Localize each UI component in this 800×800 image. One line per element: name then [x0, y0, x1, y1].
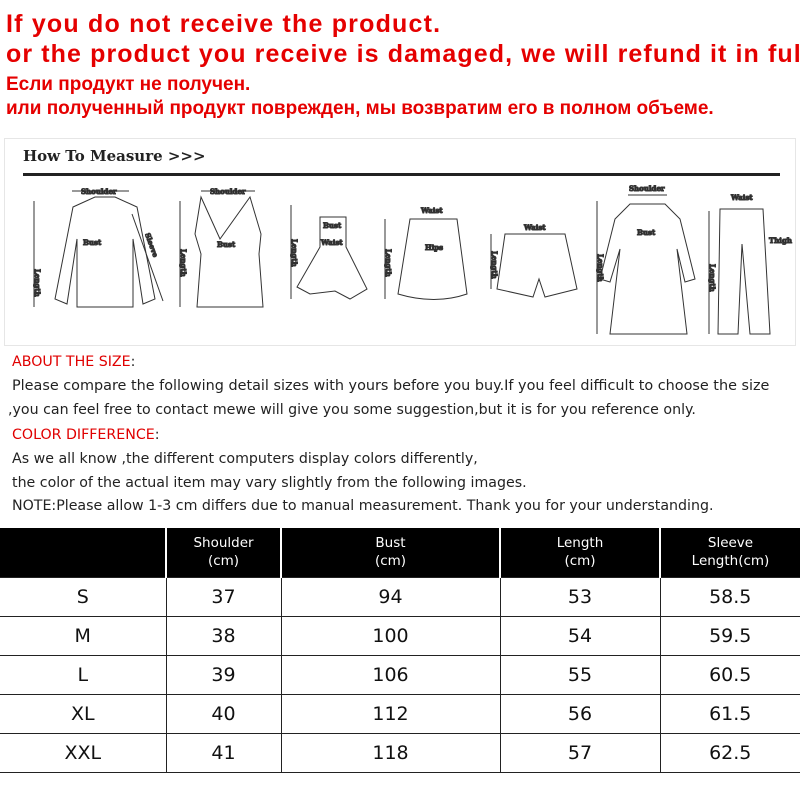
header-text: Sleeve	[707, 535, 754, 552]
table-cell: 94	[280, 576, 501, 617]
label-waist: Waist	[523, 223, 546, 232]
label-hips: Hips	[425, 243, 443, 252]
label-bust: Bust	[323, 221, 342, 230]
table-cell: 118	[280, 732, 501, 773]
label-length: Length	[384, 249, 393, 277]
column-header: Shoulder (cm)	[166, 528, 282, 577]
table-cell: 112	[280, 693, 501, 734]
table-row: L 39 106 55 60.5	[0, 654, 800, 695]
color-difference-line-2: the color of the actual item may vary sl…	[12, 475, 527, 491]
size-label: XXL	[0, 732, 167, 773]
notice-line-2: or the product you receive is damaged, w…	[6, 40, 800, 68]
table-cell: 58.5	[659, 576, 800, 617]
title-divider	[23, 173, 780, 176]
notice-line-3: Если продукт не получен.	[6, 74, 251, 95]
label-waist: Waist	[420, 206, 443, 215]
label-length: Length	[490, 251, 499, 279]
label-length: Length	[33, 269, 42, 297]
label-waist: Waist	[320, 238, 343, 247]
table-cell: 61.5	[659, 693, 800, 734]
table-row: XXL 41 118 57 62.5	[0, 732, 800, 773]
label-sleeve: Sleeve	[143, 232, 160, 259]
header-text: Shoulder	[193, 535, 254, 552]
diagram-stroke	[496, 233, 578, 298]
table-cell: 41	[165, 732, 282, 773]
size-label: S	[0, 576, 167, 617]
diagram-stroke	[599, 203, 696, 335]
label-length: Length	[179, 249, 188, 277]
skirt-diagram: Waist Hips Length	[384, 206, 468, 300]
label-length: Length	[596, 254, 605, 282]
diagram-stroke	[131, 213, 164, 302]
label-length: Length	[708, 264, 717, 292]
size-label: XL	[0, 693, 167, 734]
diagram-stroke	[397, 218, 468, 300]
color-difference-line-1: As we all know ,the different computers …	[12, 451, 478, 467]
size-label: M	[0, 615, 167, 656]
how-to-measure-title: How To Measure >>>	[23, 147, 206, 165]
coat-diagram: Shoulder Bust Length	[596, 184, 696, 335]
table-cell: 56	[499, 693, 661, 734]
table-cell: 106	[280, 654, 501, 695]
header-text: (cm)	[374, 553, 407, 570]
diagram-stroke	[717, 208, 771, 335]
table-header: Shoulder (cm) Bust (cm) Length (cm) Sleeve Leng…	[0, 528, 800, 577]
header-text: Length(cm)	[691, 553, 770, 570]
table-cell: 62.5	[659, 732, 800, 773]
table-cell: 39	[165, 654, 282, 695]
garment-diagrams: Shoulder Bust Length Sleeve Shoulder Bus…	[33, 184, 792, 335]
blouse-diagram: Shoulder Bust Length Sleeve	[33, 187, 164, 308]
table-cell: 59.5	[659, 615, 800, 656]
size-table: Shoulder (cm) Bust (cm) Length (cm) Sleeve Leng…	[0, 528, 800, 773]
column-header: Bust (cm)	[281, 528, 501, 577]
label-waist: Waist	[730, 193, 753, 202]
header-text: (cm)	[564, 553, 596, 570]
notice-line-1: If you do not receive the product.	[6, 10, 442, 38]
dress-diagram: Bust Waist Length	[290, 205, 368, 300]
label-shoulder: Shoulder	[81, 187, 117, 196]
color-difference-heading: COLOR DIFFERENCE:	[12, 427, 160, 443]
label-bust: Bust	[217, 240, 236, 249]
tank-top-diagram: Shoulder Bust Length	[179, 187, 264, 308]
pants-diagram: Waist Thigh Length	[708, 193, 792, 335]
about-size-line-2: ,you can feel free to contact mewe will …	[8, 402, 696, 418]
label-shoulder: Shoulder	[210, 187, 246, 196]
diagram-stroke	[54, 196, 156, 308]
table-cell: 54	[499, 615, 661, 656]
diagram-stroke	[194, 195, 264, 308]
diagram-stroke	[296, 216, 368, 300]
how-to-measure-panel: How To Measure >>> Shoulder Bust Length …	[4, 138, 796, 346]
table-row: M 38 100 54 59.5	[0, 615, 800, 656]
table-row: XL 40 112 56 61.5	[0, 693, 800, 734]
column-header: Length (cm)	[500, 528, 661, 577]
table-row: S 37 94 53 58.5	[0, 576, 800, 617]
notice-line-4: или полученный продукт поврежден, мы воз…	[6, 98, 714, 119]
table-cell: 55	[499, 654, 661, 695]
table-cell: 37	[165, 576, 282, 617]
table-cell: 53	[499, 576, 661, 617]
table-cell: 40	[165, 693, 282, 734]
about-size-heading: ABOUT THE SIZE:	[12, 354, 136, 370]
table-cell: 57	[499, 732, 661, 773]
header-text: Length	[556, 535, 604, 552]
column-header: Sleeve Length(cm)	[660, 528, 800, 577]
column-header	[0, 528, 167, 577]
label-length: Length	[290, 239, 299, 267]
header-text: (cm)	[207, 553, 240, 570]
size-label: L	[0, 654, 167, 695]
label-bust: Bust	[637, 228, 656, 237]
label-bust: Bust	[83, 238, 102, 247]
header-text: Bust	[375, 535, 406, 552]
shorts-diagram: Waist Length	[490, 223, 578, 298]
table-cell: 60.5	[659, 654, 800, 695]
table-cell: 100	[280, 615, 501, 656]
table-cell: 38	[165, 615, 282, 656]
note-text: NOTE:Please allow 1-3 cm differs due to …	[12, 498, 714, 514]
label-shoulder: Shoulder	[629, 184, 665, 193]
label-thigh: Thigh	[769, 236, 792, 245]
about-size-line-1: Please compare the following detail size…	[12, 378, 770, 394]
